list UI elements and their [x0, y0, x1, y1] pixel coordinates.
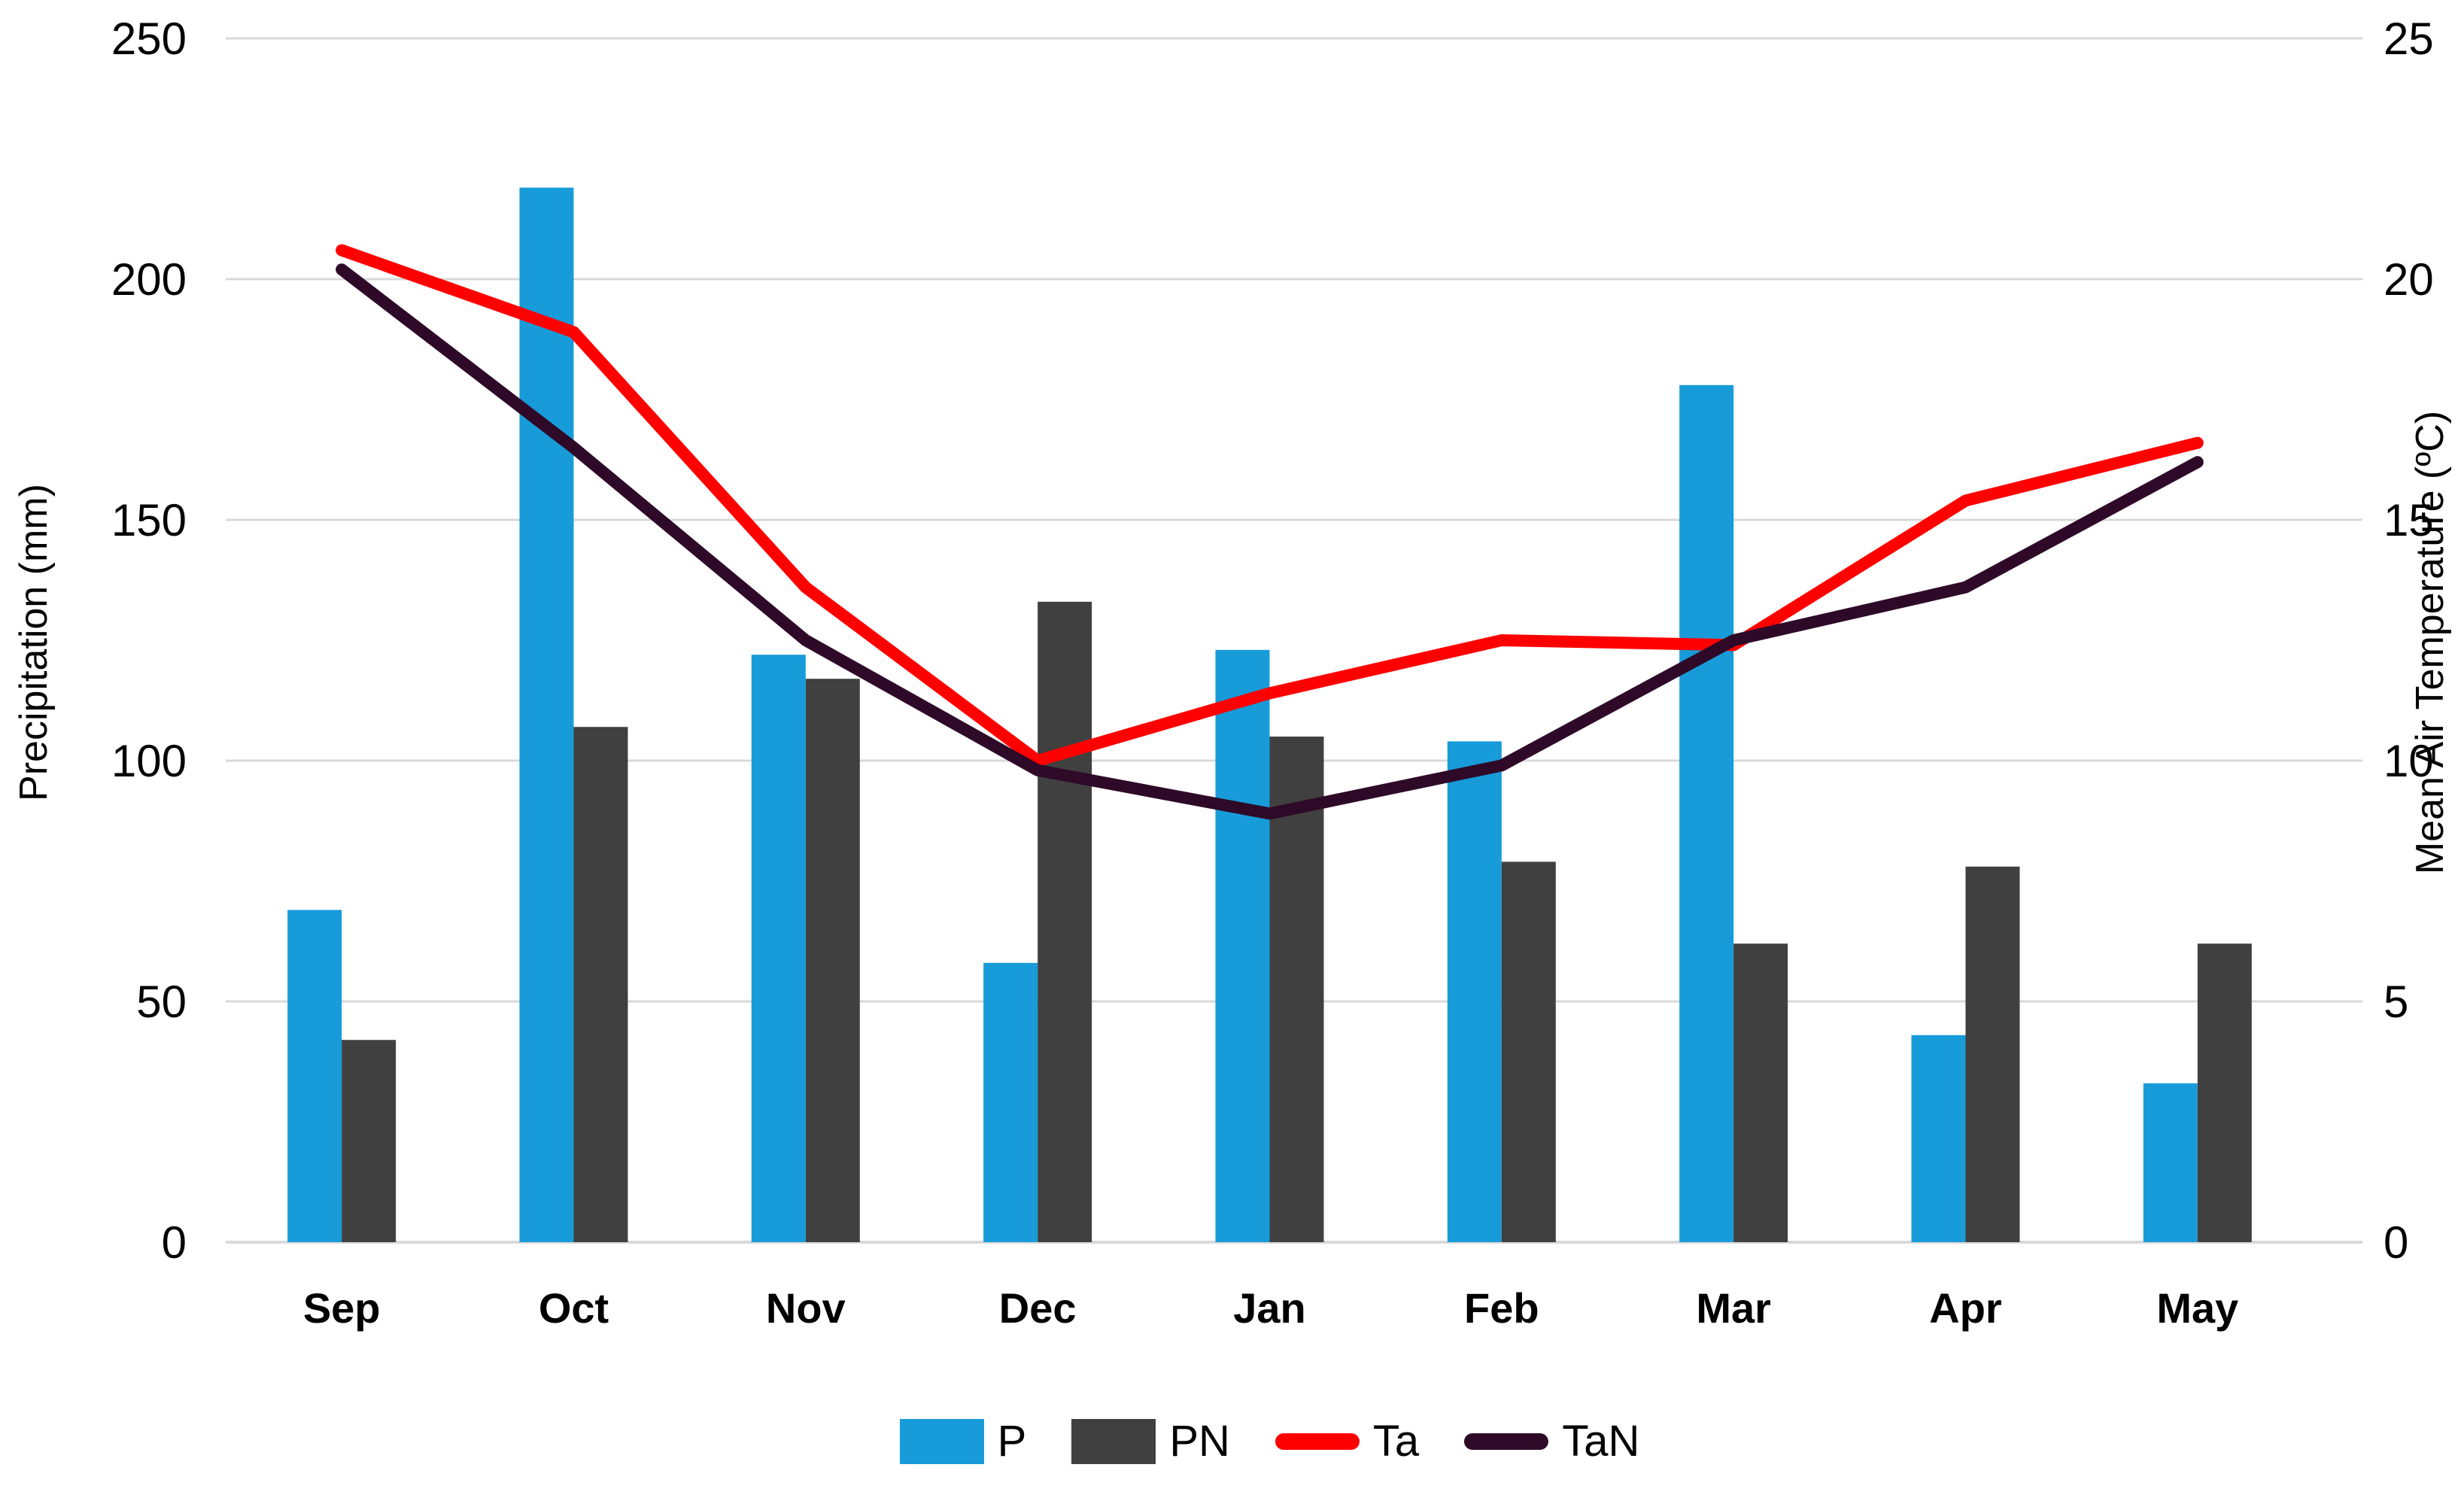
bar-pn-dec: [1038, 601, 1092, 1242]
bar-p-oct: [519, 187, 574, 1242]
bar-p-mar: [1679, 384, 1734, 1242]
legend-item-pn: PN: [1071, 1419, 1230, 1464]
left-axis-tick-200: 200: [111, 254, 187, 305]
p-bar-swatch-icon: [899, 1419, 984, 1464]
category-label-feb: Feb: [1464, 1284, 1539, 1332]
line-ta: [336, 244, 2204, 767]
bar-pn-sep: [342, 1040, 396, 1242]
bar-p-may: [2143, 1083, 2198, 1242]
bar-p-feb: [1447, 741, 1502, 1242]
bar-pn-may: [2197, 943, 2252, 1242]
left-axis-tick-250: 250: [111, 14, 187, 64]
category-label-oct: Oct: [539, 1284, 609, 1332]
pn-bar-swatch-icon: [1071, 1419, 1156, 1464]
bar-pn-jan: [1269, 737, 1324, 1242]
left-axis-title: Precipitation (mm): [12, 484, 56, 801]
legend-item-ta: Ta: [1275, 1420, 1419, 1463]
left-axis-tick-50: 50: [136, 977, 187, 1027]
right-axis-tick-15: 15: [2383, 495, 2434, 545]
category-label-mar: Mar: [1696, 1284, 1771, 1332]
legend-label-pn: PN: [1169, 1417, 1230, 1466]
bar-pn-nov: [805, 679, 860, 1242]
left-axis-tick-0: 0: [162, 1217, 187, 1268]
left-axis-tick-100: 100: [111, 736, 187, 786]
right-axis-tick-5: 5: [2383, 977, 2408, 1027]
legend-label-ta: Ta: [1372, 1417, 1420, 1466]
bar-pn-feb: [1501, 861, 1556, 1242]
chart-legend: P PN Ta TaN: [226, 1419, 2314, 1464]
legend-label-tan: TaN: [1562, 1417, 1640, 1466]
right-axis-tick-0: 0: [2383, 1217, 2408, 1268]
right-axis-tick-25: 25: [2383, 14, 2434, 64]
bar-pn-mar: [1733, 943, 1788, 1242]
bar-p-sep: [287, 910, 342, 1242]
category-label-sep: Sep: [303, 1284, 381, 1332]
category-label-dec: Dec: [999, 1284, 1077, 1332]
right-axis-tick-20: 20: [2383, 254, 2434, 305]
legend-item-p: P: [899, 1417, 1027, 1466]
category-label-nov: Nov: [766, 1284, 846, 1332]
bar-pn-oct: [573, 727, 628, 1242]
legend-label-p: P: [997, 1417, 1027, 1466]
category-label-jan: Jan: [1233, 1284, 1306, 1332]
ta-line-swatch-icon: [1275, 1433, 1360, 1450]
line-tan: [336, 263, 2204, 820]
right-axis-title: Mean Air Temperature (ºC): [2408, 410, 2452, 875]
tan-line-swatch-icon: [1464, 1433, 1549, 1450]
bar-p-nov: [751, 655, 806, 1242]
category-label-may: May: [2156, 1284, 2238, 1332]
category-label-apr: Apr: [1929, 1284, 2001, 1332]
bar-pn-apr: [1965, 866, 2020, 1242]
bar-p-dec: [983, 962, 1038, 1242]
legend-item-tan: TaN: [1464, 1420, 1639, 1463]
bar-p-jan: [1215, 649, 1270, 1242]
right-axis-tick-10: 10: [2383, 736, 2434, 786]
bar-p-apr: [1911, 1035, 1966, 1242]
left-axis-tick-150: 150: [111, 495, 187, 545]
